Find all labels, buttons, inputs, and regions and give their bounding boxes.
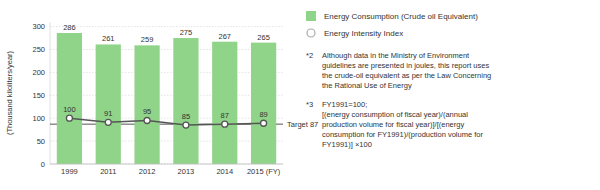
note-line: the crude-oil equivalent as per the Law … — [322, 71, 491, 80]
note-line: the Rational Use of Energy — [322, 81, 412, 90]
legend-entry: Energy Consumption (Crude oil Equivalent… — [324, 12, 478, 21]
bar — [173, 38, 198, 164]
target-label: Target 87 — [287, 120, 318, 129]
grid-line — [50, 72, 283, 73]
legend-entry: Energy Intensity Index — [324, 29, 403, 38]
legend-swatch — [306, 11, 316, 21]
y-tick-label: 250 — [32, 45, 45, 54]
line-value-label: 87 — [221, 111, 229, 120]
note-line: [(energy consumption of fiscal year)/(an… — [322, 110, 468, 119]
bar — [251, 43, 276, 164]
line-value-label: 95 — [143, 107, 151, 116]
x-tick-label: 2015 (FY) — [247, 167, 281, 176]
note-line: FY1991=100; — [322, 100, 367, 109]
grid-line — [50, 26, 283, 27]
bar — [134, 45, 159, 164]
y-tick-label: 100 — [32, 114, 45, 123]
y-tick-label: 0 — [41, 160, 45, 169]
note-line: FY1991)] ×100 — [322, 140, 372, 149]
x-tick-label: 2011 — [100, 167, 116, 176]
bar-value-label: 265 — [257, 33, 270, 42]
line-value-label: 89 — [259, 110, 267, 119]
note-line: Although data in the Ministry of Environ… — [322, 51, 470, 60]
note-label: *3 — [306, 100, 313, 109]
bar — [57, 33, 82, 164]
grid-line — [50, 118, 283, 119]
y-tick-label: 300 — [32, 22, 45, 31]
line-value-label: 85 — [182, 112, 190, 121]
line-marker — [144, 117, 150, 123]
grid-line — [50, 141, 283, 142]
note-line: production volume for fiscal year)]/[(en… — [322, 120, 464, 129]
x-axis-line — [50, 164, 283, 165]
x-tick-label: 2013 — [178, 167, 195, 176]
line — [69, 118, 263, 125]
note-text: FY1991=100;[(energy consumption of fisca… — [322, 100, 483, 149]
line-marker — [222, 121, 228, 127]
y-tick-label: 200 — [32, 68, 45, 77]
note-line: consumption for FY1991)/(production volu… — [322, 130, 483, 139]
line-value-label: 91 — [104, 109, 112, 118]
bar-value-label: 259 — [141, 35, 154, 44]
data-labels: 286 261 259 275 267 265 100 91 95 85 87 89 — [63, 23, 270, 121]
bar-value-label: 286 — [63, 23, 76, 32]
bar — [212, 42, 237, 164]
grid-line — [50, 49, 283, 50]
line-value-label: 100 — [63, 105, 76, 114]
y-tick-label: 50 — [37, 137, 45, 146]
x-tick-label: 1999 — [61, 167, 78, 176]
plot-area — [50, 33, 283, 164]
y-axis-label: (Thousand kiloliters/year) — [5, 50, 14, 135]
note-line: guidelines are presented in joules, this… — [322, 61, 489, 70]
grid-line — [50, 164, 283, 165]
note-label: *2 — [306, 51, 313, 60]
x-tick-label: 2014 — [216, 167, 233, 176]
legend-swatch — [307, 29, 315, 37]
bar-value-label: 261 — [102, 34, 115, 43]
line-marker — [183, 122, 189, 128]
x-tick-label: 2012 — [139, 167, 156, 176]
y-axis-line — [50, 22, 51, 164]
line-marker — [66, 115, 72, 121]
bar-value-label: 275 — [180, 28, 193, 37]
line-marker — [261, 120, 267, 126]
y-tick-label: 150 — [32, 91, 45, 100]
bar-value-label: 267 — [218, 32, 231, 41]
line-marker — [105, 119, 111, 125]
bar — [96, 44, 121, 164]
chart: 0 50 100 150 200 250 300 (Thousand kiloliters/y… — [0, 0, 600, 190]
grid-line — [50, 95, 283, 96]
note-text: Although data in the Ministry of Environ… — [322, 51, 491, 90]
